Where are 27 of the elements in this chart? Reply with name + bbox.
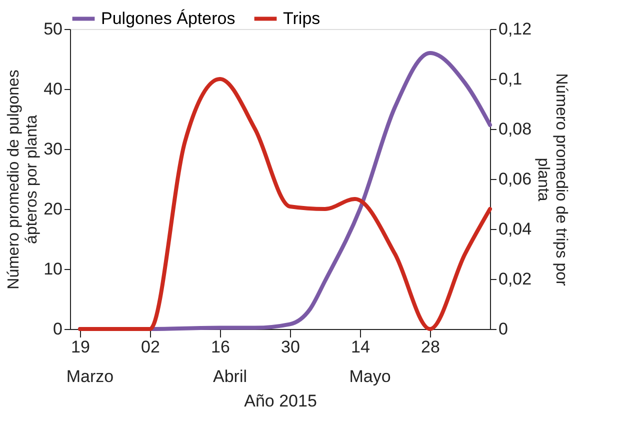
- x-tick-label: 28: [421, 338, 440, 356]
- y2-axis-title: Número promedio de trips por planta: [534, 73, 570, 286]
- y-tick-label: 20: [44, 200, 62, 218]
- y2-tick-label: 0,08: [498, 120, 532, 138]
- text: Mayo: [349, 367, 391, 386]
- x-axis-title: Año 2015: [244, 392, 317, 410]
- x-tick-label: 16: [211, 338, 230, 356]
- y2-tick-label: 0,12: [498, 20, 532, 38]
- legend-label: Pulgones Ápteros: [101, 8, 236, 28]
- x-tick-label: 19: [71, 338, 90, 356]
- y-tick-label: 40: [44, 80, 62, 98]
- x-tick-label: 02: [141, 338, 160, 356]
- y2-tick-label: 0,02: [498, 270, 532, 288]
- y-tick-label: 10: [44, 260, 62, 278]
- y-tick-label: 30: [44, 140, 62, 158]
- y2-tick-label: 0,04: [498, 220, 532, 238]
- x-tick-label: 14: [351, 338, 370, 356]
- y2-tick-label: 0,06: [498, 170, 532, 188]
- y2-tick-label: 0: [498, 320, 508, 338]
- legend-label: Trips: [283, 8, 320, 28]
- y-tick-label: 0: [53, 320, 62, 338]
- y2-tick-label: 0,1: [498, 70, 522, 88]
- x-tick-label: 30: [281, 338, 300, 356]
- text: Abril: [212, 367, 248, 386]
- y-tick-label: 50: [44, 20, 62, 38]
- text: Marzo: [66, 367, 114, 386]
- y-axis-title: Número promedio de pulgones ápteros por planta: [6, 70, 41, 290]
